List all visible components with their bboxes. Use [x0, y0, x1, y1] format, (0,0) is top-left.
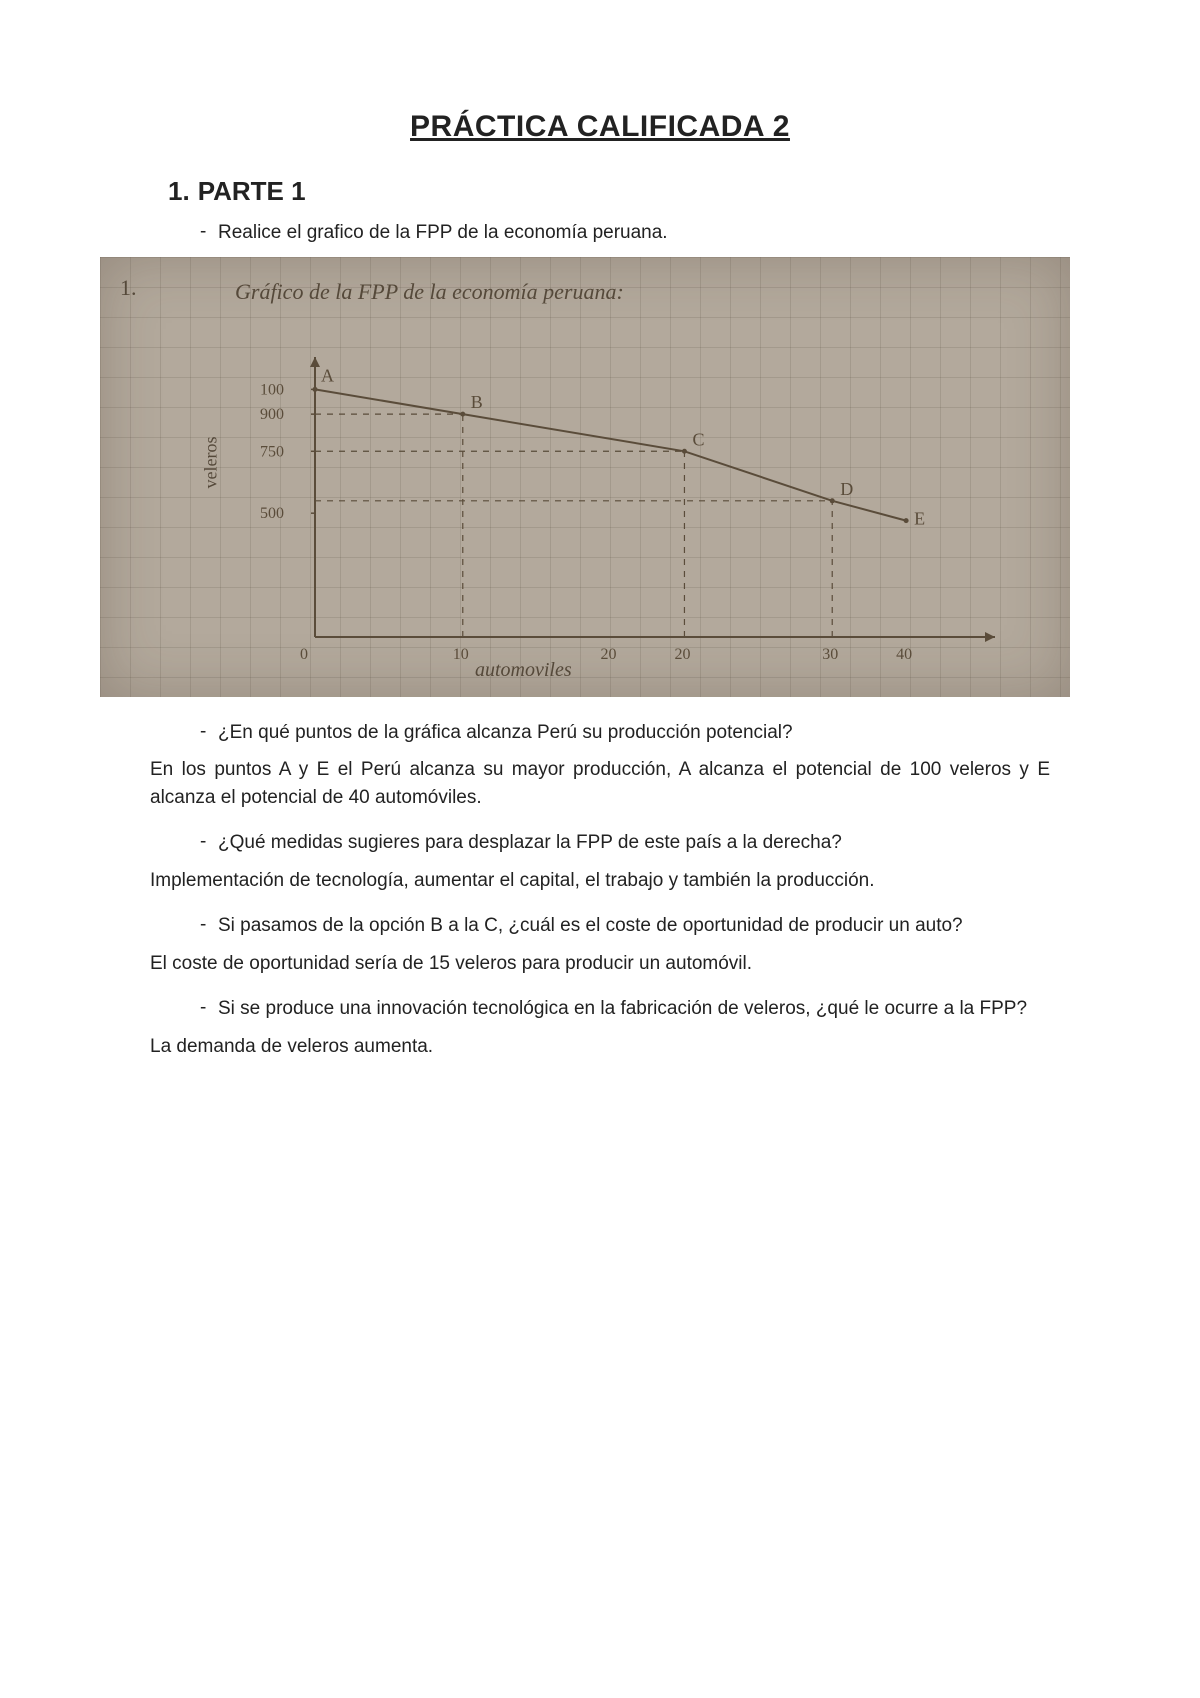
y-axis-label: veleros: [200, 436, 221, 488]
page-title: PRÁCTICA CALIFICADA 2: [150, 110, 1050, 144]
dash-icon: -: [200, 719, 218, 746]
dash-icon: -: [200, 829, 218, 856]
svg-text:A: A: [321, 365, 334, 385]
section-heading: 1. PARTE 1: [168, 176, 1050, 207]
svg-text:750: 750: [260, 443, 284, 460]
svg-text:100: 100: [260, 381, 284, 398]
question-5: - Si se produce una innovación tecnológi…: [200, 995, 1050, 1023]
question-1-text: Realice el grafico de la FPP de la econo…: [218, 219, 668, 247]
question-2-text: ¿En qué puntos de la gráfica alcanza Per…: [218, 719, 793, 747]
question-4-text: Si pasamos de la opción B a la C, ¿cuál …: [218, 912, 963, 940]
svg-text:0: 0: [300, 646, 308, 663]
svg-text:20: 20: [674, 646, 690, 663]
svg-text:E: E: [914, 508, 925, 528]
question-5-text: Si se produce una innovación tecnológica…: [218, 995, 1027, 1023]
fpp-figure: 1. Gráfico de la FPP de la economía peru…: [100, 257, 1060, 697]
answer-5: La demanda de veleros aumenta.: [150, 1033, 1050, 1061]
question-4: - Si pasamos de la opción B a la C, ¿cuá…: [200, 912, 1050, 940]
question-3: - ¿Qué medidas sugieres para desplazar l…: [200, 829, 1050, 857]
svg-text:40: 40: [896, 646, 912, 663]
svg-text:30: 30: [822, 646, 838, 663]
chart-svg: 0 100 900 750 500 10 20 20 30 40 A B C D E: [100, 257, 1070, 697]
question-2: - ¿En qué puntos de la gráfica alcanza P…: [200, 719, 1050, 747]
fpp-chart: 1. Gráfico de la FPP de la economía peru…: [100, 257, 1070, 697]
svg-text:900: 900: [260, 406, 284, 423]
svg-text:B: B: [471, 392, 483, 412]
svg-text:D: D: [840, 478, 853, 498]
answer-2: En los puntos A y E el Perú alcanza su m…: [150, 756, 1050, 811]
dash-icon: -: [200, 995, 218, 1022]
section-label: PARTE 1: [198, 176, 306, 206]
answer-4: El coste de oportunidad sería de 15 vele…: [150, 950, 1050, 978]
section-number: 1.: [168, 176, 190, 206]
question-1: - Realice el grafico de la FPP de la eco…: [200, 219, 1050, 247]
svg-text:500: 500: [260, 505, 284, 522]
svg-text:20: 20: [601, 646, 617, 663]
dash-icon: -: [200, 912, 218, 939]
svg-text:C: C: [692, 429, 704, 449]
dash-icon: -: [200, 219, 218, 246]
x-axis-label: automoviles: [475, 659, 572, 682]
question-3-text: ¿Qué medidas sugieres para desplazar la …: [218, 829, 842, 857]
svg-text:10: 10: [453, 646, 469, 663]
answer-3: Implementación de tecnología, aumentar e…: [150, 867, 1050, 895]
